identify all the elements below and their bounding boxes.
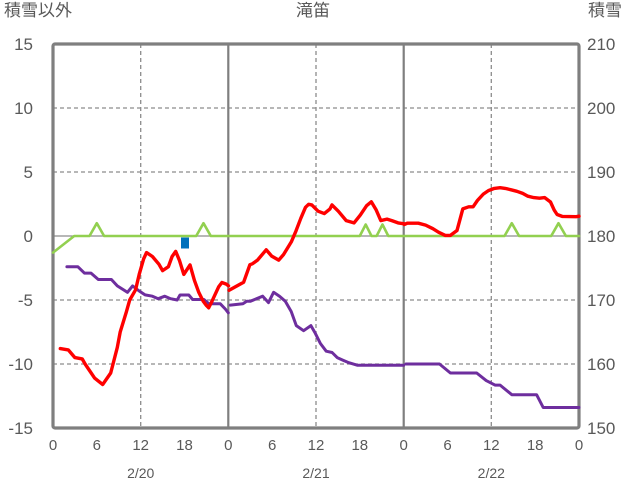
svg-text:150: 150 [587, 419, 615, 438]
svg-text:18: 18 [351, 437, 368, 454]
svg-text:10: 10 [14, 99, 33, 118]
svg-text:190: 190 [587, 163, 615, 182]
svg-text:18: 18 [176, 437, 193, 454]
svg-text:0: 0 [49, 437, 57, 454]
svg-text:0: 0 [24, 227, 33, 246]
svg-text:6: 6 [443, 437, 451, 454]
svg-text:2/21: 2/21 [302, 465, 329, 481]
svg-text:2/20: 2/20 [127, 465, 154, 481]
svg-text:6: 6 [268, 437, 276, 454]
svg-text:160: 160 [587, 355, 615, 374]
svg-text:6: 6 [93, 437, 101, 454]
svg-text:180: 180 [587, 227, 615, 246]
svg-text:-5: -5 [18, 291, 33, 310]
svg-text:210: 210 [587, 35, 615, 54]
svg-text:12: 12 [308, 437, 325, 454]
svg-text:積雪以外: 積雪以外 [4, 0, 72, 21]
svg-text:12: 12 [132, 437, 149, 454]
svg-text:0: 0 [575, 437, 583, 454]
svg-text:-15: -15 [8, 419, 33, 438]
svg-text:12: 12 [483, 437, 500, 454]
svg-text:積雪: 積雪 [588, 0, 622, 21]
svg-text:-10: -10 [8, 355, 33, 374]
svg-text:18: 18 [527, 437, 544, 454]
svg-text:200: 200 [587, 99, 615, 118]
svg-text:0: 0 [400, 437, 408, 454]
svg-text:5: 5 [24, 163, 33, 182]
svg-text:2/22: 2/22 [478, 465, 505, 481]
svg-text:0: 0 [224, 437, 232, 454]
svg-text:滝笛: 滝笛 [296, 0, 330, 21]
svg-text:15: 15 [14, 35, 33, 54]
svg-text:170: 170 [587, 291, 615, 310]
